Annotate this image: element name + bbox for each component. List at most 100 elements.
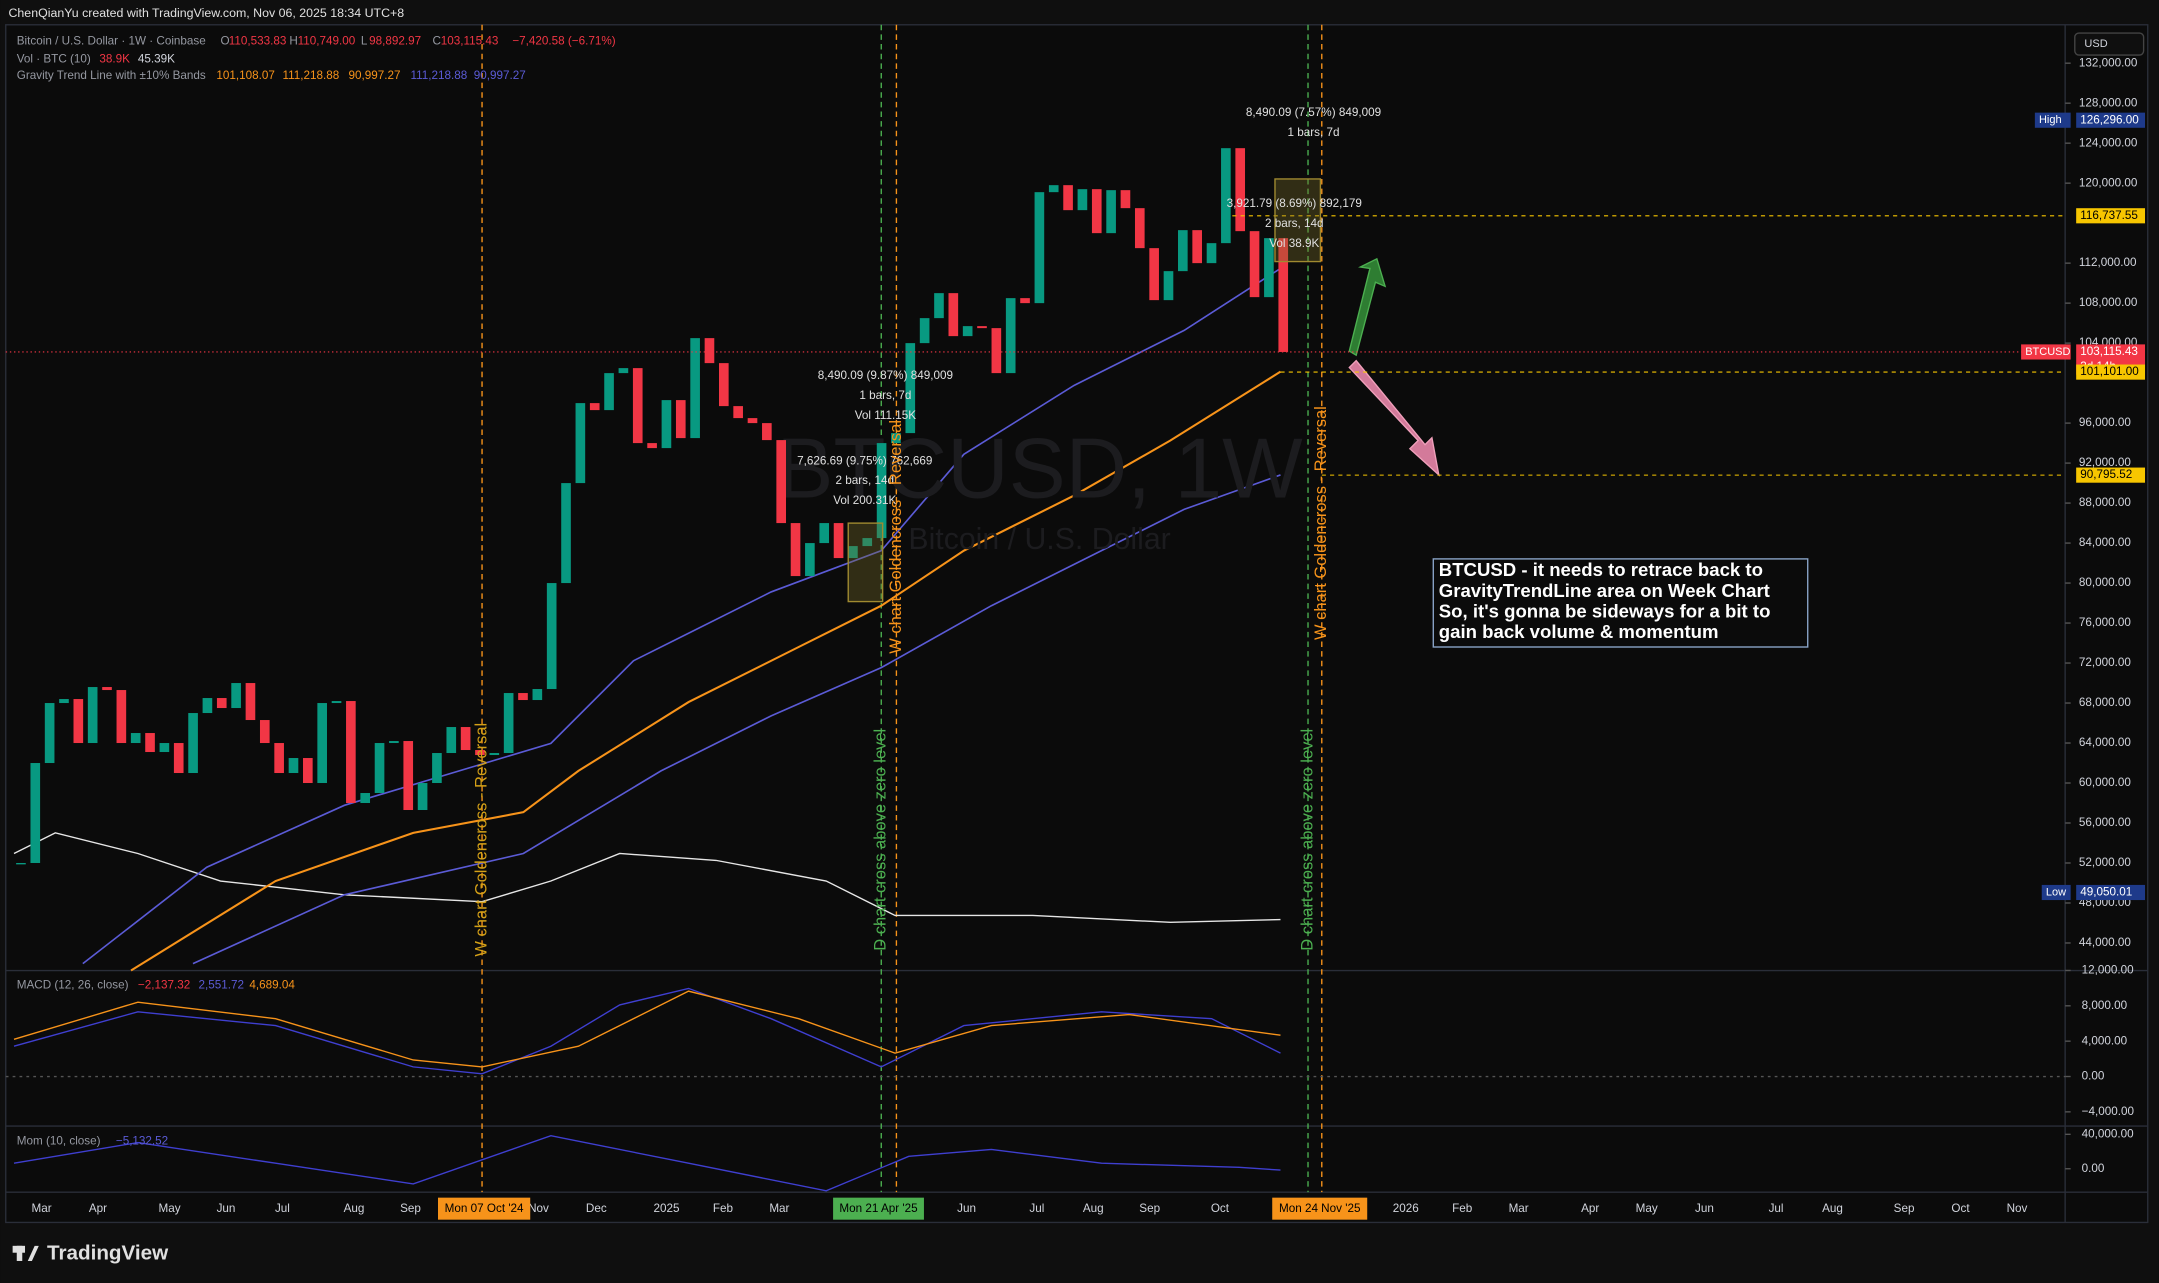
price-tick-label: 92,000.00: [2079, 456, 2131, 469]
price-tag: [2076, 208, 2145, 224]
upper-band: [82, 267, 1281, 965]
candle: [1192, 230, 1202, 264]
volume-value: 38.9K: [99, 52, 130, 65]
price-tick-label: 84,000.00: [2079, 536, 2131, 549]
logo-part: [16, 1245, 23, 1261]
candle: [675, 400, 686, 439]
time-label: Oct: [1211, 1202, 1230, 1215]
time-label: Dec: [586, 1202, 607, 1215]
price-tick-label: 72,000.00: [2079, 656, 2131, 669]
candle: [346, 701, 356, 804]
note-line: gain back volume & momentum: [1439, 621, 1719, 642]
momentum-line: [13, 1134, 1281, 1192]
candle: [403, 741, 414, 811]
price-tick-label: 128,000.00: [2079, 96, 2138, 109]
candle: [1020, 298, 1030, 304]
volume-ma: [13, 832, 1281, 924]
time-label: Jul: [1769, 1202, 1784, 1215]
gravity-value: 111,218.88: [410, 69, 467, 82]
time-label: Aug: [1083, 1202, 1104, 1215]
price-tag-label: 103,115.43: [2080, 345, 2138, 358]
gravity-value: 90,997.27: [474, 69, 526, 82]
lower-band: [192, 474, 1281, 965]
watermark-symbol: BTCUSD, 1W: [776, 421, 1303, 516]
currency-button[interactable]: [2074, 32, 2145, 56]
symbol: Bitcoin / U.S. Dollar · 1W · Coinbase: [17, 34, 206, 47]
macd-tick-label: 8,000.00: [2082, 999, 2128, 1012]
measure-label: 1 bars, 7d: [1288, 126, 1340, 139]
measure-box: [847, 522, 884, 603]
candle: [848, 546, 858, 559]
price-tick-label: 96,000.00: [2079, 416, 2131, 429]
candle: [575, 403, 586, 484]
candle: [331, 701, 342, 704]
measure-label: 3,921.79 (8.69%) 892,179: [1227, 197, 1362, 210]
candle: [1149, 248, 1159, 301]
candle: [991, 328, 1002, 374]
price-tick-label: 56,000.00: [2079, 816, 2131, 829]
signal-line: [13, 990, 1281, 1068]
time-label: Feb: [713, 1202, 734, 1215]
vertical-note: W chart Goldencross - Reversal: [887, 420, 905, 654]
time-label: Sep: [1139, 1202, 1160, 1215]
candle: [1048, 185, 1059, 193]
measure-label: 1 bars, 7d: [859, 389, 911, 402]
candle: [1264, 238, 1274, 298]
measure-label: 7,626.69 (9.75%) 762,669: [797, 454, 932, 467]
price-tick-label: 68,000.00: [2079, 696, 2131, 709]
price-tick-label: 44,000.00: [2079, 936, 2131, 949]
brand: TradingView: [47, 1242, 169, 1265]
candle: [59, 699, 69, 704]
time-label: Feb: [1452, 1202, 1473, 1215]
ohlc-value: 98,892.97: [369, 34, 421, 47]
candle: [948, 293, 959, 337]
macd-line: [13, 987, 1281, 1075]
candle: [862, 538, 873, 547]
candle: [962, 326, 973, 337]
measure-box: [1274, 178, 1322, 263]
volume-ma-value: 45.39K: [138, 52, 175, 65]
candle: [1005, 298, 1016, 374]
price-tag-name-box: [2041, 884, 2071, 901]
time-label: 2026: [1393, 1202, 1419, 1215]
time-label: May: [1636, 1202, 1658, 1215]
candle: [288, 758, 299, 774]
mom-tick-label: 40,000.00: [2082, 1127, 2134, 1140]
candle: [833, 523, 844, 559]
time-label: Nov: [528, 1202, 549, 1215]
price-tick-label: 108,000.00: [2079, 296, 2138, 309]
brand-logo: [12, 1245, 39, 1261]
candle: [1120, 190, 1131, 209]
candle: [819, 523, 830, 544]
candle: [274, 743, 284, 774]
time-marker: Mon 24 Nov '25: [1279, 1202, 1361, 1215]
macd-tick-label: −4,000.00: [2082, 1105, 2135, 1118]
time-label: Jun: [1695, 1202, 1714, 1215]
candle: [604, 373, 614, 411]
time-label: Mar: [769, 1202, 789, 1215]
candle: [919, 318, 930, 344]
candle: [561, 483, 571, 584]
candle: [259, 720, 270, 744]
candle: [977, 326, 987, 329]
measure-label: Vol 200.31K: [833, 494, 896, 507]
price-tag-label: 49,050.01: [2080, 886, 2132, 899]
time-label: Jun: [217, 1202, 236, 1215]
candle: [532, 689, 543, 701]
time-label: Apr: [89, 1202, 107, 1215]
ohlc-value: 110,749.00: [298, 34, 356, 47]
candle: [1249, 231, 1260, 298]
candle: [87, 687, 98, 744]
candle: [776, 440, 787, 524]
candle: [618, 368, 629, 374]
time-label: May: [159, 1202, 181, 1215]
candle: [303, 758, 313, 784]
candle: [245, 683, 256, 721]
time-marker: Mon 21 Apr '25: [839, 1202, 918, 1215]
candle: [489, 753, 500, 756]
currency[interactable]: USD: [2084, 38, 2107, 50]
price-tag-name-box: [2021, 344, 2071, 360]
candle: [876, 443, 887, 539]
vertical-note: W chart Goldencross - Reversal: [472, 723, 490, 957]
